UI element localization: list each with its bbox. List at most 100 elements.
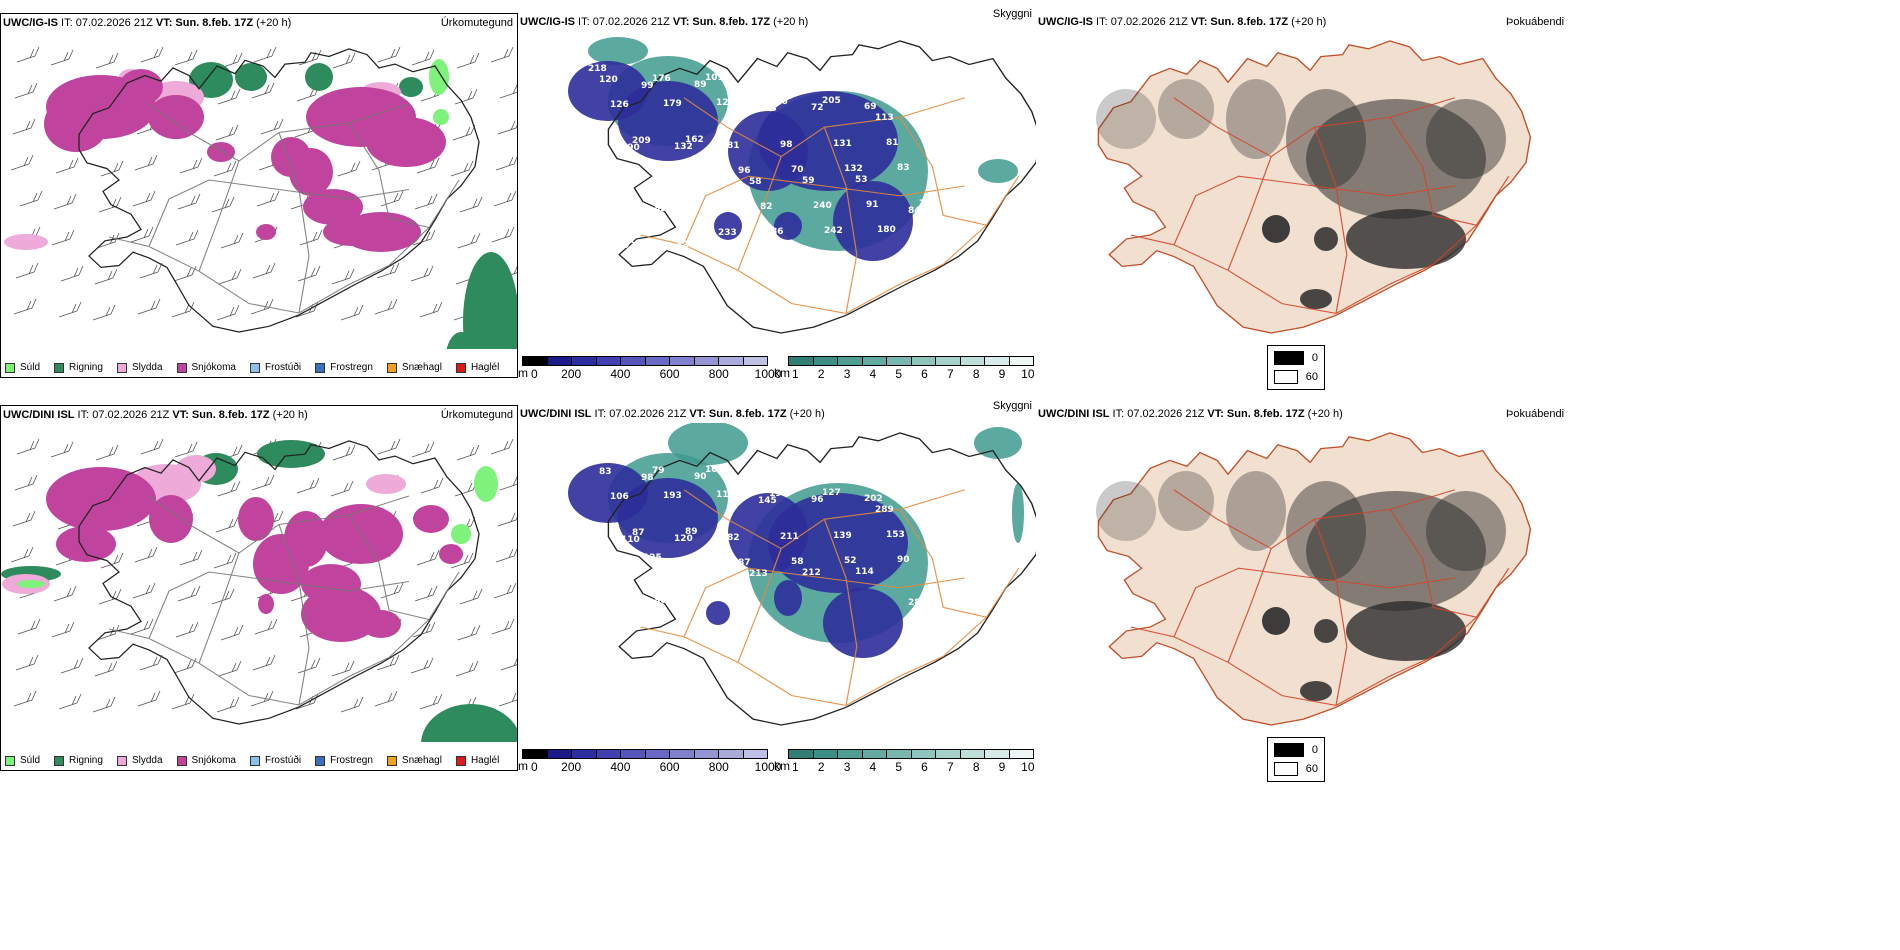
cloud-base-label: 86 bbox=[771, 227, 784, 237]
cloud-base-label: 213 bbox=[749, 569, 768, 579]
legend-item: Slydda bbox=[116, 755, 163, 766]
legend-item: Súld bbox=[5, 755, 40, 766]
cloud-base-label: 98 bbox=[780, 140, 793, 150]
cloud-base-label: 180 bbox=[877, 225, 896, 235]
map-header: UWC/DINI ISL IT: 07.02.2026 21Z VT: Sun.… bbox=[1038, 408, 1343, 420]
legend-swatch bbox=[5, 755, 15, 766]
cloud-base-label: 117 bbox=[716, 490, 735, 500]
cloud-base-label: 132 bbox=[674, 142, 693, 152]
legend-swatch bbox=[386, 362, 397, 373]
cloud-base-label: 75 bbox=[747, 471, 760, 481]
legend-item: Haglél bbox=[455, 755, 499, 766]
cloud-base-label: 176 bbox=[652, 74, 671, 84]
panel-title: Skyggni bbox=[992, 8, 1032, 20]
cloud-base-label: 148 bbox=[928, 536, 947, 546]
precip-map bbox=[1, 438, 517, 742]
panel-title: Þokuábendi bbox=[1506, 16, 1565, 28]
cloud-base-label: 99 bbox=[906, 468, 919, 478]
cloud-base-label: 450 bbox=[729, 239, 748, 249]
cloud-base-label: 82 bbox=[760, 202, 773, 212]
map-header: UWC/DINI ISL IT: 07.02.2026 21Z VT: Sun.… bbox=[520, 408, 825, 420]
cloud-base-label: 145 bbox=[758, 496, 777, 506]
cloud-base-label: 209 bbox=[632, 136, 651, 146]
legend-swatch bbox=[116, 755, 127, 766]
cloud-base-label: 240 bbox=[813, 201, 832, 211]
cloud-base-label: 194 bbox=[769, 489, 788, 499]
cloud-base-label: 81 bbox=[886, 138, 899, 148]
legend-swatch bbox=[54, 755, 65, 766]
fog-indicator-panel: UWC/IG-IS IT: 07.02.2026 21Z VT: Sun. 8.… bbox=[1036, 13, 1900, 378]
cloud-base-label: 211 bbox=[780, 532, 799, 542]
cloud-base-label: 83 bbox=[599, 467, 612, 477]
cloud-base-label: 103 bbox=[758, 104, 777, 114]
cloud-base-label: 77 bbox=[917, 493, 930, 503]
cloud-base-label: 92 bbox=[623, 241, 636, 251]
legend-item: Frostregn bbox=[315, 362, 373, 373]
cloud-base-label: 529 bbox=[601, 597, 620, 607]
cloud-base-label: 88 bbox=[800, 470, 813, 480]
precip-type-panel: UWC/IG-IS IT: 07.02.2026 21Z VT: Sun. 8.… bbox=[0, 13, 518, 378]
legend-swatch bbox=[249, 755, 260, 766]
cloud-base-label: 125 bbox=[643, 553, 662, 563]
cloud-visibility-panel: UWC/IG-IS IT: 07.02.2026 21Z VT: Sun. 8.… bbox=[518, 8, 1036, 381]
legend-item: Haglél bbox=[455, 362, 499, 373]
panel-title: Úrkomutegund bbox=[440, 409, 513, 421]
panel-title: Þokuábendi bbox=[1506, 408, 1565, 420]
precip-legend: Súld Rigning Slydda Snjókoma Frostúði Frostre… bbox=[5, 755, 499, 766]
map-header: UWC/IG-IS IT: 07.02.2026 21Z VT: Sun. 8.… bbox=[1038, 16, 1327, 28]
legend-item: Snjókoma bbox=[176, 755, 236, 766]
cloud-base-label: 147 bbox=[665, 197, 684, 207]
map-header: UWC/IG-IS IT: 07.02.2026 21Z VT: Sun. 8.… bbox=[520, 16, 809, 28]
precip-legend: Súld Rigning Slydda Snjókoma Frostúði Frostre… bbox=[5, 362, 499, 373]
cloud-base-label: 288 bbox=[908, 598, 927, 608]
cloud-base-label: 113 bbox=[875, 113, 894, 123]
cloud-base-label: 106 bbox=[610, 492, 629, 502]
cloud-base-label: 81 bbox=[727, 141, 740, 151]
cloud-base-label: 138 bbox=[588, 456, 607, 466]
panel-title: Skyggni bbox=[992, 400, 1032, 412]
fog-map bbox=[1096, 40, 1532, 334]
cloud-base-label: 110 bbox=[621, 535, 640, 545]
map-header: UWC/DINI ISL IT: 07.02.2026 21Z VT: Sun.… bbox=[3, 409, 308, 421]
legend-swatch bbox=[315, 362, 326, 373]
cloud-base-label: 72 bbox=[811, 103, 824, 113]
cloud-base-label: 58 bbox=[749, 177, 762, 187]
cloud-base-colorbar: m 0 200 400 600 800 1000 bbox=[518, 749, 781, 774]
cloud-base-label: 205 bbox=[822, 96, 841, 106]
legend-item: Snæhagl bbox=[386, 755, 442, 766]
cloud-visibility-panel: UWC/DINI ISL IT: 07.02.2026 21Z VT: Sun.… bbox=[518, 400, 1036, 774]
cloud-base-label: 164 bbox=[853, 77, 872, 87]
cloud-base-label: 233 bbox=[718, 228, 737, 238]
cloud-base-label: 131 bbox=[833, 139, 852, 149]
legend-swatch bbox=[176, 755, 187, 766]
cloud-base-label: 52 bbox=[844, 556, 857, 566]
cloud-base-label: 160 bbox=[800, 78, 819, 88]
legend-swatch bbox=[176, 362, 187, 373]
visibility-colorbar: km 1 2 3 4 5 6 7 8 9 10 bbox=[774, 356, 1035, 381]
legend-swatch bbox=[386, 755, 397, 766]
fog-indicator-panel: UWC/DINI ISL IT: 07.02.2026 21Z VT: Sun.… bbox=[1036, 405, 1900, 771]
cloud-base-label: 153 bbox=[886, 530, 905, 540]
fog-map bbox=[1096, 432, 1532, 726]
cloud-base-label: 85 bbox=[707, 203, 720, 213]
precip-map bbox=[4, 46, 517, 349]
cloud-base-label: 218 bbox=[588, 64, 607, 74]
legend-item: Frostúði bbox=[249, 755, 301, 766]
legend-swatch bbox=[116, 362, 127, 373]
cloud-base-label: 70 bbox=[791, 165, 804, 175]
legend-swatch bbox=[455, 755, 466, 766]
cloud-base-label: 80 bbox=[654, 596, 667, 606]
visibility-colorbar: km 1 2 3 4 5 6 7 8 9 10 bbox=[774, 749, 1035, 774]
map-header: UWC/IG-IS IT: 07.02.2026 21Z VT: Sun. 8.… bbox=[3, 17, 292, 29]
cloud-base-label: 52 bbox=[696, 160, 709, 170]
cloud-base-label: 142 bbox=[853, 469, 872, 479]
cloud-base-label: 84 bbox=[908, 206, 921, 216]
cloud-base-label: 83 bbox=[897, 163, 910, 173]
cloud-base-label: 89 bbox=[694, 80, 707, 90]
cloud-base-label: 96 bbox=[738, 166, 751, 176]
cloud-base-label: 162 bbox=[685, 135, 704, 145]
cloud-base-label: 120 bbox=[674, 534, 693, 544]
cloud-base-label: 98 bbox=[641, 473, 654, 483]
cloud-base-label: 38 bbox=[643, 161, 656, 171]
legend-item: Frostregn bbox=[315, 755, 373, 766]
